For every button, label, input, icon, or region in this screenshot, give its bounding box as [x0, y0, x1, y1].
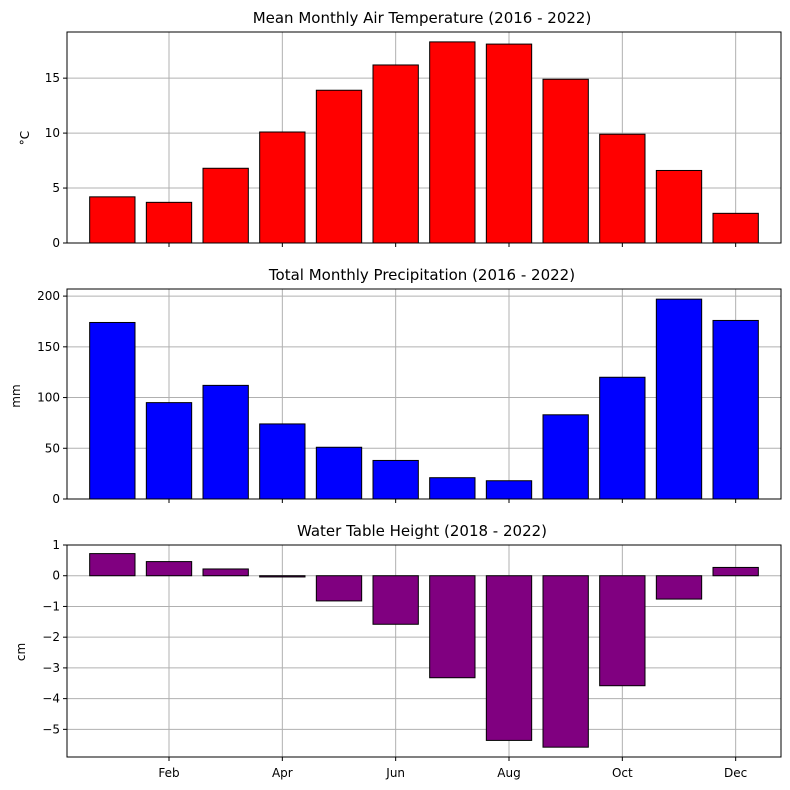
bar-month-4: [259, 575, 306, 578]
bar-month-6: [372, 64, 419, 244]
plot-frame: [66, 288, 782, 500]
y-tick-label: 0: [52, 492, 60, 506]
bar-month-5: [315, 446, 363, 500]
water-table-panel: Water Table Height (2018 - 2022) cm 1 0 −1…: [14, 522, 782, 780]
x-tick-label: Jun: [385, 766, 405, 780]
precipitation-panel: Total Monthly Precipitation (2016 - 2022…: [9, 266, 782, 506]
y-tick-label: 10: [45, 126, 60, 140]
precipitation-y-axis-label: mm: [9, 384, 23, 407]
x-tick-label: Aug: [497, 766, 520, 780]
bar-month-5: [315, 89, 363, 244]
bar-month-12: [712, 566, 759, 577]
plot-frame: [66, 544, 782, 758]
y-tick-label: 15: [45, 71, 60, 85]
y-tick-label: 150: [37, 340, 60, 354]
temperature-panel: Mean Monthly Air Temperature (2016 - 202…: [18, 9, 782, 250]
y-tick-label: 1: [52, 538, 60, 552]
bar-month-9: [542, 414, 589, 500]
y-tick-label: −4: [42, 692, 60, 706]
bar-month-1: [89, 553, 136, 577]
bar-month-7: [429, 41, 476, 244]
bar-month-4: [259, 423, 306, 500]
bar-month-9: [542, 575, 589, 748]
bar-month-10: [599, 133, 646, 244]
plot-frame: [66, 31, 782, 244]
precipitation-title: Total Monthly Precipitation (2016 - 2022…: [268, 266, 575, 284]
bar-month-7: [429, 477, 476, 500]
bar-month-12: [712, 319, 759, 500]
bar-month-3: [202, 384, 249, 500]
bar-month-8: [485, 575, 533, 741]
bar-month-6: [372, 575, 419, 625]
bar-month-11: [655, 169, 703, 244]
y-tick-label: 50: [45, 441, 60, 455]
y-tick-label: 5: [52, 181, 60, 195]
water-table-y-axis-label: cm: [14, 643, 28, 661]
y-tick-label: −5: [42, 722, 60, 736]
bar-month-2: [145, 201, 193, 244]
bar-month-10: [599, 376, 646, 500]
y-tick-label: −3: [42, 661, 60, 675]
bar-month-7: [429, 575, 476, 679]
x-tick-label: Oct: [612, 766, 633, 780]
bar-month-1: [89, 321, 136, 500]
temperature-y-axis-label: °C: [18, 131, 32, 145]
bar-month-5: [315, 575, 363, 602]
y-tick-label: 200: [37, 289, 60, 303]
bar-month-8: [485, 43, 533, 244]
bar-month-11: [655, 575, 703, 600]
bar-month-6: [372, 459, 419, 500]
bar-month-12: [712, 212, 759, 244]
x-tick-label: Dec: [724, 766, 747, 780]
bar-month-11: [655, 298, 703, 500]
y-tick-label: 0: [52, 236, 60, 250]
bar-month-4: [259, 131, 306, 244]
temperature-title: Mean Monthly Air Temperature (2016 - 202…: [253, 9, 592, 27]
y-tick-label: −2: [42, 630, 60, 644]
bar-month-2: [145, 561, 193, 577]
bar-month-2: [145, 402, 193, 500]
y-tick-label: 0: [52, 569, 60, 583]
y-tick-label: −1: [42, 599, 60, 613]
bar-month-10: [599, 575, 646, 687]
bar-month-3: [202, 167, 249, 244]
bar-month-9: [542, 78, 589, 244]
bar-month-1: [89, 196, 136, 244]
y-tick-label: 100: [37, 391, 60, 405]
x-tick-label: Apr: [272, 766, 293, 780]
bar-month-8: [485, 480, 533, 500]
x-tick-label: Feb: [158, 766, 179, 780]
water-table-title: Water Table Height (2018 - 2022): [297, 522, 547, 540]
bar-month-3: [202, 568, 249, 577]
